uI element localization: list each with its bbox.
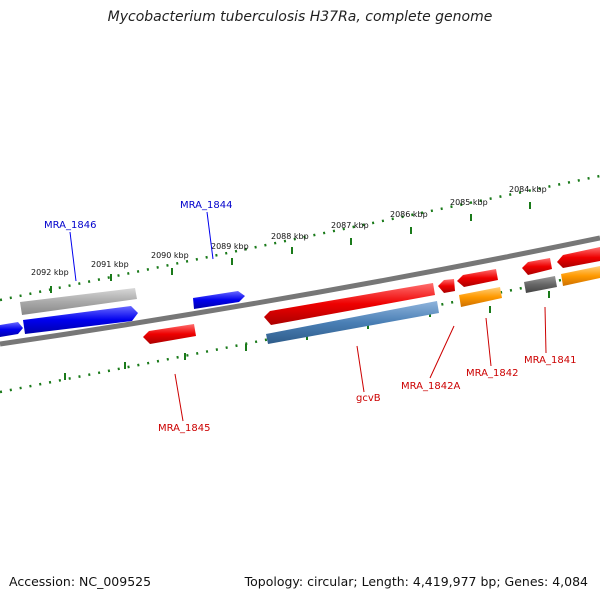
tick-label: 2089 kbp <box>211 242 249 251</box>
leader-line-mra-1844 <box>206 211 214 260</box>
gene-label-mra-1842a[interactable]: MRA_1842A <box>401 381 460 392</box>
kbp-tick-labels: 2092 kbp 2091 kbp 2090 kbp 2089 kbp 2088… <box>31 185 547 277</box>
leader-line-mra-1846 <box>69 231 77 282</box>
tick-label: 2092 kbp <box>31 268 69 277</box>
gene-red-forward-4[interactable] <box>557 247 600 268</box>
gene-gcvb[interactable] <box>266 301 439 344</box>
gene-label-mra-1842[interactable]: MRA_1842 <box>466 368 518 379</box>
topology-label: Topology: circular; Length: 4,419,977 bp… <box>244 574 588 589</box>
leader-line-mra-1845 <box>174 373 184 422</box>
forward-tick-track <box>0 174 600 302</box>
gene-label-mra-1844[interactable]: MRA_1844 <box>180 200 232 211</box>
genome-backbone <box>0 235 600 347</box>
gene-orange-reverse-edge[interactable] <box>561 266 600 286</box>
leader-line-mra-1842 <box>485 317 492 367</box>
tick-label: 2088 kbp <box>271 232 309 241</box>
gene-mra-1843[interactable] <box>264 283 435 325</box>
gene-label-gcvb[interactable]: gcvB <box>356 393 381 404</box>
gene-mra-1844[interactable] <box>193 291 245 309</box>
gene-forward-edge[interactable] <box>0 322 23 337</box>
leader-line-mra-1842a <box>429 325 455 379</box>
tick-label: 2090 kbp <box>151 251 189 260</box>
tick-label: 2087 kbp <box>331 221 369 230</box>
tick-label: 2085 kbp <box>450 198 488 207</box>
gene-label-mra-1845[interactable]: MRA_1845 <box>158 423 210 434</box>
gene-red-forward-3[interactable] <box>522 258 552 275</box>
gene-mra-1846-pseudo[interactable] <box>20 288 137 315</box>
tick-label: 2084 kbp <box>509 185 547 194</box>
gene-red-forward-2[interactable] <box>457 269 498 287</box>
gene-mra-1841[interactable] <box>524 276 557 293</box>
gene-mra-1842a[interactable] <box>438 279 455 293</box>
gene-label-mra-1841[interactable]: MRA_1841 <box>524 355 576 366</box>
gene-mra-1842[interactable] <box>459 287 502 307</box>
leader-line-mra-1841 <box>544 306 547 354</box>
genome-title: Mycobacterium tuberculosis H37Ra, comple… <box>107 9 493 25</box>
accession-label: Accession: NC_009525 <box>9 574 152 589</box>
gene-mra-1846[interactable] <box>23 306 138 334</box>
leader-line-gcvb <box>356 345 365 393</box>
tick-label: 2086 kbp <box>390 210 428 219</box>
tick-label: 2091 kbp <box>91 260 129 269</box>
gene-label-mra-1846[interactable]: MRA_1846 <box>44 220 96 231</box>
gene-mra-1845[interactable] <box>143 324 196 344</box>
